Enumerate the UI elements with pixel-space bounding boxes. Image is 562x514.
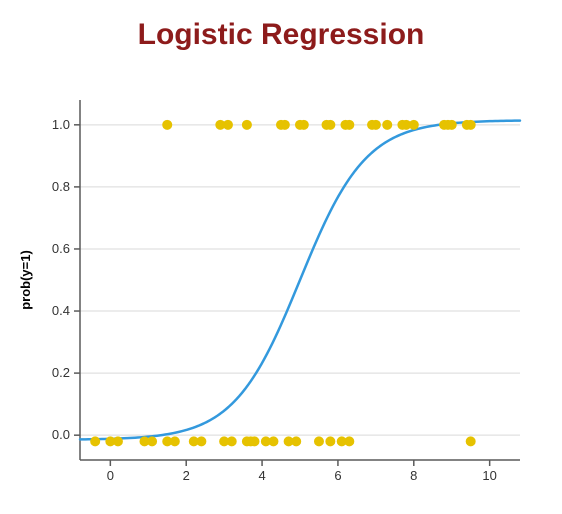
data-point [325, 120, 335, 130]
x-tick-label: 8 [410, 468, 417, 483]
data-point [409, 120, 419, 130]
data-point [227, 436, 237, 446]
data-point [90, 436, 100, 446]
y-tick-label: 0.4 [52, 303, 70, 318]
data-point [170, 436, 180, 446]
x-tick-label: 0 [107, 468, 114, 483]
x-tick-label: 6 [334, 468, 341, 483]
logistic-regression-plot: 0.0 0.2 0.4 0.6 0.8 1.0 0 2 4 6 8 10 prob(y=1) [0, 0, 562, 514]
data-point [344, 436, 354, 446]
y-tick-label: 0.6 [52, 241, 70, 256]
data-point [223, 120, 233, 130]
chart-title: Logistic Regression [0, 18, 562, 52]
data-point [291, 436, 301, 446]
logistic-curve [80, 121, 520, 440]
data-point [325, 436, 335, 446]
x-tick-label: 4 [258, 468, 265, 483]
data-point [113, 436, 123, 446]
data-point [162, 120, 172, 130]
y-tick-label: 0.8 [52, 179, 70, 194]
y-axis-label: prob(y=1) [18, 250, 33, 310]
data-point [371, 120, 381, 130]
data-point [147, 436, 157, 446]
y-tick-label: 1.0 [52, 117, 70, 132]
data-point [299, 120, 309, 130]
data-point [344, 120, 354, 130]
data-point [242, 120, 252, 130]
data-point [466, 120, 476, 130]
data-point [249, 436, 259, 446]
data-point [447, 120, 457, 130]
y-tick-label: 0.2 [52, 365, 70, 380]
data-point [466, 436, 476, 446]
data-point [382, 120, 392, 130]
data-point [280, 120, 290, 130]
data-point [314, 436, 324, 446]
x-tick-label: 2 [183, 468, 190, 483]
x-tick-label: 10 [482, 468, 496, 483]
y-tick-label: 0.0 [52, 427, 70, 442]
data-point [196, 436, 206, 446]
data-point [268, 436, 278, 446]
chart-container: Logistic Regression 0.0 0.2 0.4 0.6 0.8 1.0 0 2… [0, 0, 562, 514]
